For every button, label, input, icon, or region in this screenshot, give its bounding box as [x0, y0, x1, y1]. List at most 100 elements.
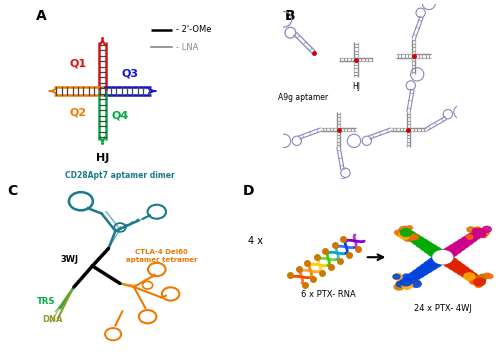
Circle shape — [397, 230, 407, 237]
Text: HJ: HJ — [352, 82, 360, 91]
Circle shape — [435, 252, 450, 262]
Circle shape — [400, 232, 410, 239]
Circle shape — [476, 278, 484, 283]
Circle shape — [476, 276, 486, 283]
Circle shape — [396, 281, 405, 287]
Circle shape — [408, 234, 420, 242]
Circle shape — [440, 250, 454, 260]
Text: TRS: TRS — [37, 297, 56, 306]
Circle shape — [435, 252, 450, 262]
Circle shape — [470, 231, 482, 239]
Text: CTLA-4 Del60: CTLA-4 Del60 — [135, 249, 188, 255]
Circle shape — [474, 228, 486, 236]
Text: Q3: Q3 — [122, 69, 139, 79]
Circle shape — [404, 275, 416, 283]
Circle shape — [399, 226, 409, 233]
Circle shape — [464, 273, 474, 280]
Text: Q1: Q1 — [70, 58, 86, 68]
Circle shape — [461, 236, 473, 245]
Circle shape — [424, 244, 438, 254]
Circle shape — [412, 281, 422, 287]
Circle shape — [393, 273, 402, 280]
Circle shape — [424, 261, 438, 270]
Circle shape — [469, 275, 476, 280]
Circle shape — [474, 227, 480, 231]
Circle shape — [400, 228, 412, 236]
Text: A: A — [36, 9, 47, 23]
Text: HJ: HJ — [96, 152, 109, 162]
Circle shape — [433, 251, 452, 264]
Circle shape — [465, 234, 477, 242]
Circle shape — [400, 278, 412, 286]
Circle shape — [452, 263, 466, 273]
Circle shape — [478, 274, 488, 280]
Circle shape — [440, 255, 454, 265]
Circle shape — [435, 252, 450, 262]
Circle shape — [420, 263, 434, 273]
Circle shape — [404, 231, 416, 239]
Circle shape — [470, 275, 482, 283]
Text: 4 x: 4 x — [248, 236, 263, 246]
Circle shape — [479, 229, 489, 236]
Circle shape — [475, 283, 482, 287]
Circle shape — [448, 244, 462, 254]
Circle shape — [479, 233, 486, 237]
Circle shape — [408, 272, 420, 281]
Circle shape — [435, 252, 450, 262]
Circle shape — [402, 282, 412, 289]
Circle shape — [448, 261, 462, 270]
Text: DNA: DNA — [42, 315, 62, 324]
Text: 24 x PTX- 4WJ: 24 x PTX- 4WJ — [414, 305, 472, 313]
Text: B: B — [284, 9, 295, 23]
Text: 6 x PTX- RNA: 6 x PTX- RNA — [301, 291, 356, 300]
Text: - 2'-OMe: - 2'-OMe — [176, 25, 212, 34]
Circle shape — [416, 266, 429, 276]
Circle shape — [431, 250, 446, 260]
Circle shape — [472, 229, 478, 233]
Circle shape — [428, 258, 442, 268]
Circle shape — [480, 230, 487, 235]
Circle shape — [480, 233, 487, 238]
Circle shape — [399, 232, 404, 235]
Text: D: D — [242, 184, 254, 198]
Circle shape — [396, 230, 407, 237]
Circle shape — [456, 266, 470, 276]
Circle shape — [486, 274, 493, 278]
Circle shape — [474, 278, 486, 286]
Circle shape — [412, 280, 420, 285]
Circle shape — [479, 275, 486, 279]
Circle shape — [407, 226, 412, 230]
Circle shape — [416, 239, 429, 248]
Text: aptamer tetramer: aptamer tetramer — [126, 257, 197, 263]
Circle shape — [444, 247, 458, 257]
Circle shape — [410, 234, 418, 240]
Circle shape — [452, 242, 466, 251]
Circle shape — [431, 255, 446, 265]
Text: - LNA: - LNA — [176, 43, 199, 52]
Circle shape — [396, 281, 405, 287]
Circle shape — [470, 278, 480, 285]
Circle shape — [482, 226, 492, 232]
Circle shape — [456, 239, 470, 248]
Text: CD28Apt7 aptamer dimer: CD28Apt7 aptamer dimer — [65, 171, 175, 181]
Circle shape — [444, 258, 458, 268]
Circle shape — [403, 234, 413, 241]
Text: 3WJ: 3WJ — [60, 256, 78, 265]
Circle shape — [394, 283, 404, 290]
Text: A9g aptamer: A9g aptamer — [278, 93, 328, 102]
Circle shape — [461, 270, 473, 278]
Circle shape — [394, 230, 401, 235]
Circle shape — [484, 273, 490, 277]
Circle shape — [428, 247, 442, 257]
Text: C: C — [8, 184, 18, 198]
Circle shape — [467, 227, 475, 232]
Circle shape — [474, 228, 482, 233]
Circle shape — [411, 275, 418, 280]
Circle shape — [466, 235, 473, 239]
Text: Q2: Q2 — [70, 107, 86, 117]
Circle shape — [465, 272, 477, 281]
Circle shape — [420, 242, 434, 251]
Circle shape — [412, 270, 424, 278]
Circle shape — [412, 236, 424, 245]
Circle shape — [403, 274, 409, 278]
